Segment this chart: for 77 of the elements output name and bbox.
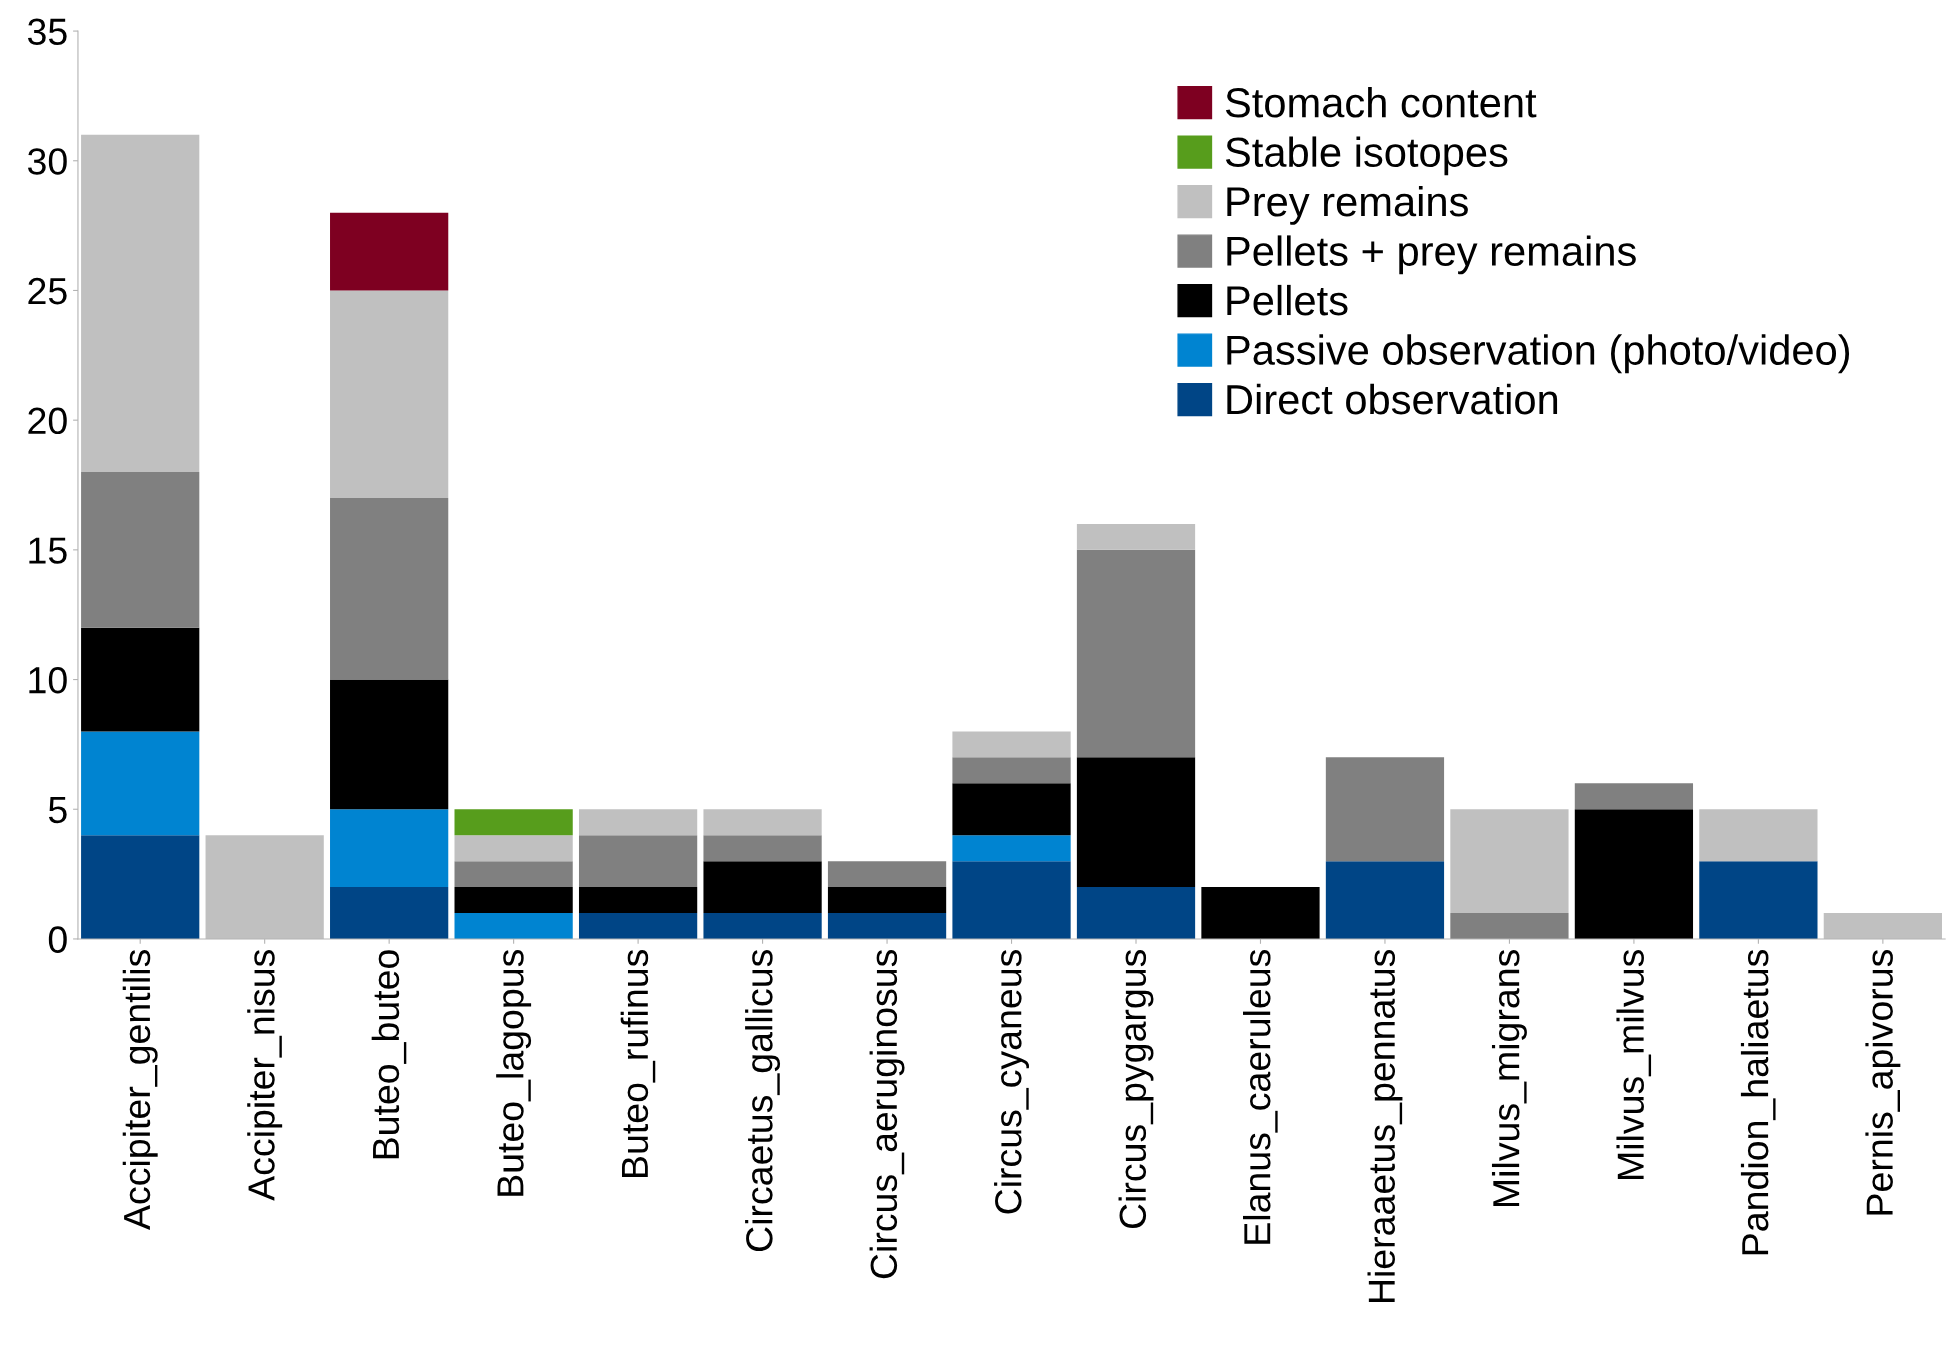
bar bbox=[578, 835, 698, 888]
bar bbox=[952, 835, 1071, 862]
x-tick-label: Buteo_buteo bbox=[371, 950, 407, 1159]
bar bbox=[952, 731, 1071, 758]
bar bbox=[330, 212, 449, 291]
bar bbox=[578, 887, 698, 914]
x-tick-label: Elanus_caeruleus bbox=[1243, 950, 1278, 1244]
bar bbox=[1325, 757, 1445, 862]
x-tick-label: Milvus_milvus bbox=[1616, 950, 1652, 1179]
bar bbox=[952, 861, 1071, 939]
bar bbox=[1325, 861, 1445, 939]
bar bbox=[81, 134, 200, 473]
bar bbox=[827, 861, 947, 888]
y-tick-label: 35 bbox=[27, 18, 67, 46]
y-tick-label: 20 bbox=[28, 407, 67, 435]
x-tick-label: Buteo_rufinus bbox=[620, 950, 656, 1177]
bar bbox=[703, 861, 822, 914]
bar bbox=[703, 809, 822, 836]
y-tick-label: 25 bbox=[28, 277, 67, 305]
bar bbox=[330, 809, 449, 888]
bar bbox=[454, 913, 573, 939]
legend-label: Pellets + prey remains bbox=[1227, 235, 1636, 275]
y-tick-label: 0 bbox=[48, 926, 67, 953]
bar bbox=[330, 290, 449, 498]
bar bbox=[952, 783, 1071, 836]
bar bbox=[703, 835, 822, 862]
bar bbox=[578, 913, 698, 939]
bar bbox=[1201, 887, 1320, 939]
bar bbox=[1076, 757, 1196, 888]
y-tick-label: 5 bbox=[48, 797, 67, 824]
bar bbox=[454, 887, 573, 914]
bar bbox=[330, 887, 449, 939]
bar bbox=[1076, 887, 1196, 939]
bar bbox=[81, 731, 200, 836]
bar bbox=[578, 809, 698, 836]
legend-label: Stomach content bbox=[1225, 86, 1537, 118]
x-tick-label: Accipiter_gentilis bbox=[122, 950, 158, 1230]
bar bbox=[1574, 809, 1694, 939]
bar bbox=[1574, 783, 1694, 810]
bar bbox=[827, 887, 947, 914]
y-tick-label: 10 bbox=[29, 666, 67, 694]
bar bbox=[205, 835, 324, 939]
x-tick-label: Hieraaetus_pennatus bbox=[1367, 949, 1403, 1303]
bar bbox=[1450, 809, 1569, 914]
bar bbox=[330, 497, 449, 680]
x-tick-label: Accipiter_nisus bbox=[247, 950, 283, 1201]
bar bbox=[703, 913, 822, 939]
bar bbox=[330, 679, 449, 810]
bar bbox=[81, 627, 200, 732]
legend-label: Stable isotopes bbox=[1225, 136, 1508, 176]
bar bbox=[81, 472, 200, 628]
x-tick-label: Circus_pygargus bbox=[1118, 950, 1154, 1229]
bar bbox=[81, 835, 200, 939]
y-tick-label: 15 bbox=[29, 537, 67, 564]
x-tick-label: Pandion_haliaetus bbox=[1740, 950, 1776, 1255]
bar bbox=[1699, 861, 1818, 939]
bar bbox=[1076, 523, 1196, 550]
x-tick-label: Pernis_apivorus bbox=[1865, 950, 1901, 1215]
legend-label: Prey remains bbox=[1227, 185, 1468, 225]
y-tick-label: 30 bbox=[27, 148, 67, 175]
bar bbox=[827, 913, 947, 939]
legend-label: Direct observation bbox=[1227, 383, 1558, 415]
bar bbox=[1450, 913, 1569, 939]
legend-label: Pellets bbox=[1227, 284, 1348, 316]
x-tick-label: Circaetus_gallicus bbox=[745, 950, 781, 1252]
bar bbox=[454, 809, 573, 836]
bar bbox=[454, 835, 573, 862]
x-tick-label: Circus_aeruginosus bbox=[869, 950, 905, 1279]
x-tick-label: Milvus_migrans bbox=[1491, 950, 1527, 1207]
bar bbox=[454, 861, 573, 888]
bar bbox=[1823, 913, 1942, 939]
legend-label: Passive observation (photo/video) bbox=[1227, 334, 1850, 374]
bar bbox=[1699, 809, 1818, 862]
x-tick-label: Circus_cyaneus bbox=[994, 950, 1030, 1214]
bar bbox=[952, 757, 1071, 784]
x-tick-label: Buteo_lagopus bbox=[496, 950, 532, 1196]
bar bbox=[1076, 549, 1196, 758]
